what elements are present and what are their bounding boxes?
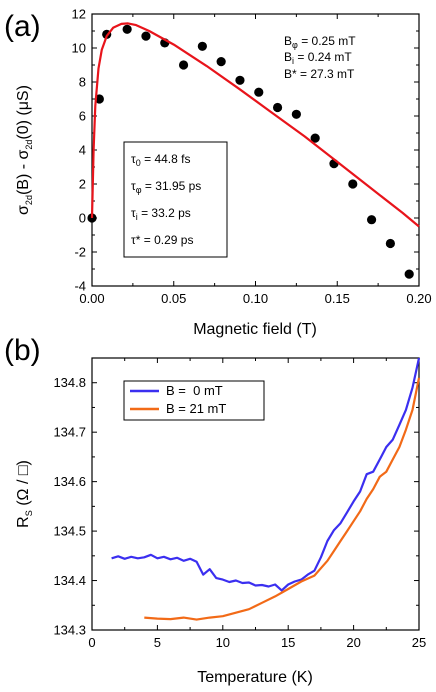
panel-a-params-right: Bφ = 0.25 mT Bi = 0.24 mT B* = 27.3 mT bbox=[284, 34, 356, 81]
param-b-phi: Bφ = 0.25 mT bbox=[284, 34, 356, 50]
panel-b-data bbox=[111, 357, 421, 621]
panel-a-data-point bbox=[178, 60, 189, 70]
panel-b-legend: B = 0 mT B = 21 mT bbox=[123, 380, 265, 421]
legend-frame bbox=[123, 380, 265, 421]
panel-a-y-tick-label: 12 bbox=[72, 7, 86, 22]
panel-a-data-point bbox=[197, 41, 207, 51]
panel-a-y-axis-title: σ2d(B) - σ2d(0) (μS) bbox=[15, 85, 34, 215]
panel-a-data-point bbox=[348, 179, 358, 189]
panel-b: (b) 0 5 10 15 20 25 134.3 134.4 134.5 134.6 134.7… bbox=[4, 334, 426, 686]
panel-b-y-tick-label: 134.6 bbox=[53, 474, 86, 489]
panel-a-data-point bbox=[216, 57, 226, 67]
panel-b-x-axis-title: Temperature (K) bbox=[197, 669, 313, 686]
panel-a-y-tick-label: 10 bbox=[72, 41, 86, 56]
panel-a-y-tick-label: 6 bbox=[79, 109, 86, 124]
panel-a-x-tick-label: 0.00 bbox=[79, 291, 104, 306]
panel-a-y-tick-label: 0 bbox=[79, 211, 86, 226]
panel-a-data-point bbox=[404, 269, 414, 279]
panel-a-data-point bbox=[272, 102, 283, 113]
legend-label-21mT: B = 21 mT bbox=[166, 401, 226, 416]
panel-b-x-tick-label: 20 bbox=[346, 635, 360, 650]
panel-a-data-point bbox=[310, 133, 320, 143]
panel-a-y-tick-label: 2 bbox=[79, 177, 86, 192]
panel-b-x-tick-label: 15 bbox=[281, 635, 295, 650]
panel-b-y-tick-label: 134.3 bbox=[53, 623, 86, 638]
panel-b-y-tick-label: 134.5 bbox=[53, 524, 86, 539]
panel-a-x-tick-label: 0.10 bbox=[243, 291, 268, 306]
param-tau-star: τ* = 0.29 ps bbox=[131, 233, 193, 247]
panel-a: (a) 0.00 0.05 0.10 0.15 0.20 -4 -2 0 2 4 6 8 10 12 B… bbox=[4, 7, 432, 339]
panel-a-y-tick-label: 8 bbox=[79, 75, 86, 90]
param-tau-0: τ0 = 44.8 fs bbox=[131, 152, 190, 168]
panel-a-y-tick-label: -4 bbox=[74, 279, 86, 294]
panel-a-params-box: τ0 = 44.8 fs τφ = 31.95 ps τi = 33.2 ps … bbox=[123, 141, 228, 258]
panel-b-x-tick-label: 10 bbox=[216, 635, 230, 650]
panel-a-data bbox=[87, 22, 420, 279]
param-b-i: Bi = 0.24 mT bbox=[284, 50, 352, 66]
panel-b-x-tick-label: 5 bbox=[154, 635, 161, 650]
panel-b-y-axis-title: RS (Ω / □) bbox=[15, 460, 34, 528]
panel-a-series-line-1 bbox=[90, 22, 420, 228]
param-tau-phi: τφ = 31.95 ps bbox=[131, 179, 201, 195]
panel-a-data-point bbox=[291, 109, 301, 119]
params-box-frame bbox=[123, 141, 228, 258]
panel-b-y-tick-label: 134.7 bbox=[53, 425, 86, 440]
panel-a-data-point bbox=[385, 238, 395, 249]
panel-b-y-tick-label: 134.8 bbox=[53, 375, 86, 390]
panel-a-y-tick-label: -2 bbox=[74, 245, 86, 260]
panel-b-series-line-0 bbox=[111, 357, 421, 592]
panel-a-data-point bbox=[122, 24, 132, 34]
panel-a-data-point bbox=[366, 215, 377, 225]
param-tau-i: τi = 33.2 ps bbox=[131, 206, 191, 222]
panel-a-x-tick-label: 0.15 bbox=[325, 291, 350, 306]
panel-a-data-point bbox=[254, 87, 264, 97]
panel-b-x-tick-label: 25 bbox=[412, 635, 426, 650]
panel-b-x-tick-label: 0 bbox=[88, 635, 95, 650]
panel-b-series-line-1 bbox=[144, 377, 421, 621]
panel-a-label: (a) bbox=[4, 10, 41, 43]
panel-a-y-ticks: -4 -2 0 2 4 6 8 10 12 bbox=[72, 7, 419, 294]
legend-label-0mT: B = 0 mT bbox=[166, 383, 223, 398]
panel-a-data-point bbox=[141, 31, 151, 41]
panel-b-label: (b) bbox=[4, 334, 41, 367]
panel-b-y-tick-label: 134.4 bbox=[53, 573, 86, 588]
panel-b-y-ticks: 134.3 134.4 134.5 134.6 134.7 134.8 bbox=[53, 375, 419, 638]
panel-a-x-tick-label: 0.20 bbox=[406, 291, 431, 306]
panel-a-y-tick-label: 4 bbox=[79, 143, 86, 158]
panel-a-x-tick-label: 0.05 bbox=[161, 291, 186, 306]
panel-a-x-ticks: 0.00 0.05 0.10 0.15 0.20 bbox=[79, 14, 432, 306]
param-b-star: B* = 27.3 mT bbox=[284, 67, 355, 81]
panel-a-x-axis-title: Magnetic field (T) bbox=[193, 321, 317, 338]
panel-a-data-point bbox=[235, 75, 245, 85]
